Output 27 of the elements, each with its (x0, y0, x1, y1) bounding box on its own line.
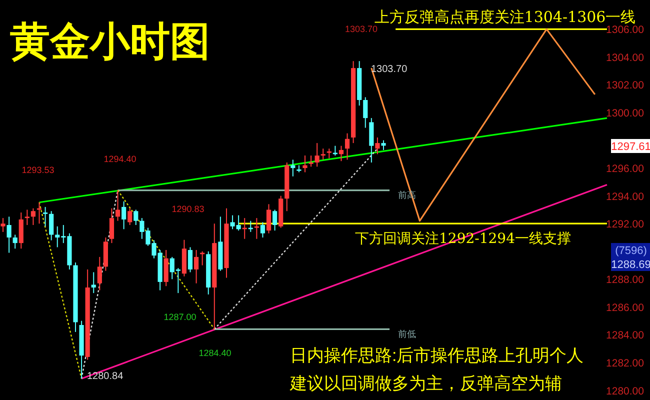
annotation: 1287.00 (164, 312, 196, 322)
y-tick-label: 1284.00 (606, 330, 644, 342)
y-tick-label: 1282.00 (606, 358, 644, 370)
y-tick-label: 1288.00 (606, 274, 644, 286)
annotation: 1293.53 (22, 165, 54, 175)
text: 黄金小时图 (10, 18, 210, 65)
y-tick-label: 1306.00 (606, 24, 644, 36)
text: 1297.61 (611, 141, 650, 153)
annotation: 1303.70 (345, 24, 378, 34)
y-tick-label: 1302.00 (606, 80, 644, 92)
y-tick-label: 1292.00 (606, 218, 644, 231)
text: 1288.69 (611, 259, 650, 271)
annotation: 上方反弹高点再度关注1304-1306一线 (374, 8, 636, 26)
text: (7596) (615, 245, 647, 257)
annotation: 1290.83 (172, 204, 204, 214)
y-tick-label: 1280.00 (606, 385, 644, 398)
annotation: 建议以回调做多为主，反弹高空为辅 (289, 374, 562, 393)
y-tick-label: 1300.00 (606, 108, 644, 120)
y-tick-label: 1304.00 (606, 52, 644, 64)
annotation: 1280.84 (87, 371, 124, 382)
annotation: 日内操作思路:后市操作思路上孔明个人 (290, 346, 584, 365)
annotation: 前低 (398, 329, 416, 340)
y-tick-label: 1286.00 (606, 302, 644, 314)
annotation: 1284.40 (198, 348, 232, 358)
y-tick-label: 1294.00 (606, 190, 644, 203)
annotation: 1294.40 (104, 154, 136, 164)
y-tick-label: 1296.00 (606, 163, 644, 176)
